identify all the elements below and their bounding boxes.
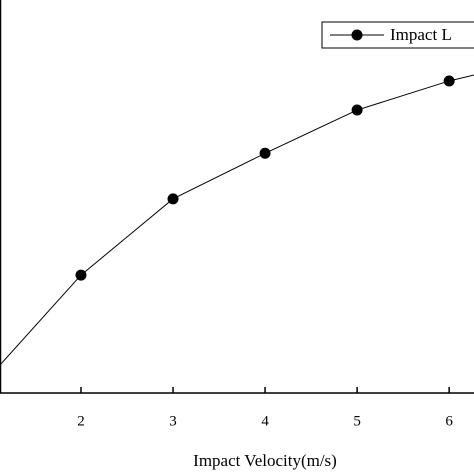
data-point [351,104,363,116]
data-point [443,75,455,87]
x-tick-label: 3 [169,413,177,429]
plot-frame [0,0,474,394]
legend-label: Impact L [390,25,452,44]
x-tick-label: 4 [261,413,269,429]
series-line [0,74,474,366]
legend-marker [351,29,363,41]
x-tick-label: 5 [353,413,361,429]
x-tick-label: 6 [445,413,453,429]
data-point [167,193,179,205]
x-tick-label: 2 [77,413,85,429]
data-point [75,269,87,281]
data-point [259,147,271,159]
x-axis-label: Impact Velocity(m/s) [193,451,337,470]
